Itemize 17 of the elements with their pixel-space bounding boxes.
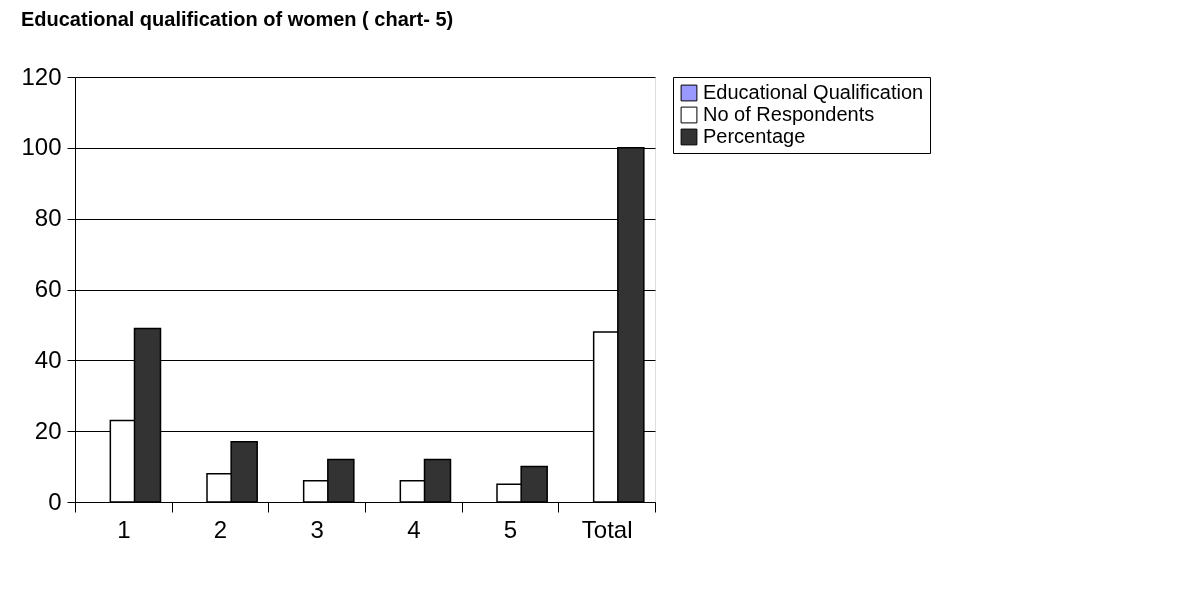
legend-label: No of Respondents [703,103,875,125]
x-tick-label: 5 [503,515,518,543]
x-tick-label: Total [581,515,633,543]
y-tick-label: 0 [48,487,62,515]
y-tick-label: 100 [21,133,62,161]
x-tick-label: 4 [407,515,421,543]
y-tick-label: 60 [34,275,62,302]
legend-label: Percentage [703,125,806,147]
x-tick-label: 3 [310,515,324,543]
y-tick-label: 120 [21,62,62,90]
y-tick-label: 20 [34,416,62,444]
y-tick-label: 40 [34,345,62,373]
x-tick-label: 1 [117,515,131,543]
chart-title: Educational qualification of women ( chart- 5) [20,8,454,30]
legend-label: Educational Qualification [703,81,924,103]
x-tick-label: 2 [213,515,228,543]
y-tick-label: 80 [34,204,62,232]
